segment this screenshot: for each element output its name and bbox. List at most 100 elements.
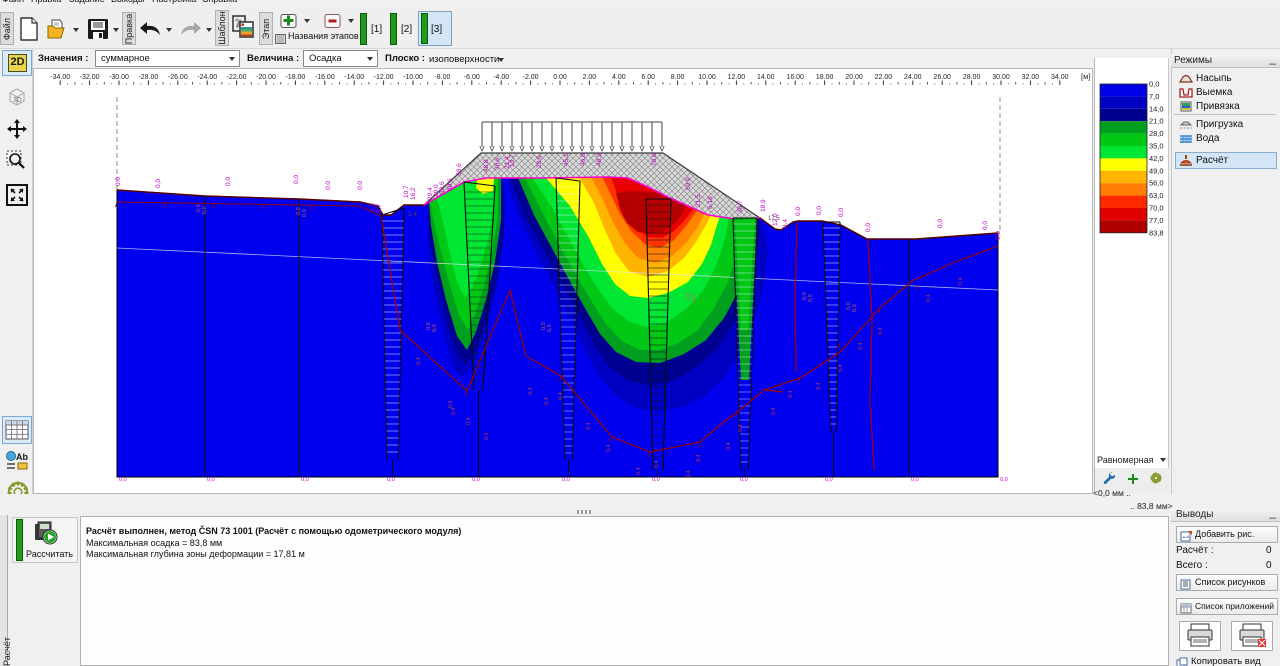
svg-text:4.00: 4.00 — [612, 74, 626, 81]
svg-text:-28.00: -28.00 — [138, 74, 158, 81]
svg-text:-4.00: -4.00 — [493, 74, 509, 81]
svg-text:38,7: 38,7 — [737, 200, 744, 213]
svg-text:14.00: 14.00 — [757, 74, 775, 81]
svg-text:-32.00: -32.00 — [80, 74, 100, 81]
svg-text:10.00: 10.00 — [698, 74, 716, 81]
svg-text:10,7: 10,7 — [403, 185, 410, 198]
svg-text:38,6: 38,6 — [447, 178, 454, 191]
svg-text:0,4: 0,4 — [466, 417, 472, 425]
svg-text:-24.00: -24.00 — [197, 74, 217, 81]
svg-text:0,0: 0,0 — [387, 477, 395, 483]
svg-text:0,0: 0,0 — [802, 292, 808, 300]
svg-text:39,6: 39,6 — [439, 181, 446, 194]
svg-text:-16.00: -16.00 — [315, 74, 335, 81]
svg-text:0,4: 0,4 — [528, 387, 534, 395]
svg-text:6,16: 6,16 — [707, 196, 714, 209]
svg-text:77,0: 77,0 — [1149, 216, 1164, 225]
svg-text:-14.00: -14.00 — [344, 74, 364, 81]
svg-text:0,0: 0,0 — [293, 175, 300, 184]
svg-text:8.00: 8.00 — [671, 74, 685, 81]
svg-text:63,0: 63,0 — [1149, 191, 1164, 200]
svg-text:24.00: 24.00 — [904, 74, 922, 81]
svg-text:0,0: 0,0 — [115, 177, 122, 186]
svg-text:48,8: 48,8 — [483, 159, 490, 172]
svg-text:7,0: 7,0 — [1149, 92, 1159, 101]
svg-text:0,0: 0,0 — [911, 477, 919, 483]
svg-text:0,4: 0,4 — [958, 277, 964, 285]
svg-text:34.00: 34.00 — [1051, 74, 1069, 81]
svg-text:0,0: 0,0 — [937, 219, 944, 228]
svg-text:0,0: 0,0 — [816, 206, 823, 215]
svg-text:-26.00: -26.00 — [168, 74, 188, 81]
svg-text:35,0: 35,0 — [1149, 142, 1164, 151]
svg-text:18,9: 18,9 — [760, 199, 767, 212]
svg-text:-12.00: -12.00 — [374, 74, 394, 81]
svg-text:21,5: 21,5 — [695, 194, 702, 207]
svg-text:69,9: 69,9 — [685, 177, 692, 190]
svg-text:36,6: 36,6 — [494, 157, 501, 170]
svg-text:0,0: 0,0 — [852, 304, 858, 312]
svg-text:0,0: 0,0 — [547, 324, 553, 332]
svg-text:12.00: 12.00 — [728, 74, 746, 81]
svg-text:-18.00: -18.00 — [285, 74, 305, 81]
svg-text:2.00: 2.00 — [583, 74, 597, 81]
svg-text:17,5: 17,5 — [768, 216, 780, 222]
svg-text:0,0: 0,0 — [196, 204, 202, 212]
svg-text:0,0: 0,0 — [225, 177, 232, 186]
svg-text:0,0: 0,0 — [325, 181, 332, 190]
svg-text:-6.00: -6.00 — [464, 74, 480, 81]
svg-text:0,4: 0,4 — [696, 454, 702, 462]
svg-text:0.00: 0.00 — [553, 74, 567, 81]
svg-text:0,0: 0,0 — [740, 477, 748, 483]
svg-text:0,0: 0,0 — [119, 477, 127, 483]
svg-text:0,4: 0,4 — [484, 432, 490, 440]
svg-text:0,4: 0,4 — [586, 422, 592, 430]
svg-text:16,2: 16,2 — [410, 187, 417, 200]
svg-text:16.00: 16.00 — [786, 74, 804, 81]
svg-text:30.00: 30.00 — [992, 74, 1010, 81]
svg-text:0,4: 0,4 — [726, 442, 732, 450]
svg-text:0,0: 0,0 — [982, 221, 989, 230]
svg-text:0,4: 0,4 — [636, 467, 642, 475]
svg-text:0,4: 0,4 — [451, 407, 457, 415]
svg-text:0,0: 0,0 — [432, 324, 438, 332]
svg-text:[м]: [м] — [1081, 72, 1090, 81]
svg-text:0,0: 0,0 — [302, 209, 308, 217]
svg-text:-8.00: -8.00 — [434, 74, 450, 81]
svg-text:0,0: 0,0 — [1149, 80, 1159, 89]
svg-text:0,0: 0,0 — [652, 477, 660, 483]
svg-text:0,4: 0,4 — [816, 382, 822, 390]
svg-text:29,4: 29,4 — [427, 187, 434, 200]
svg-text:56,0: 56,0 — [1149, 179, 1164, 188]
svg-text:0,4: 0,4 — [738, 424, 744, 432]
svg-text:0,0: 0,0 — [562, 477, 570, 483]
svg-text:22.00: 22.00 — [875, 74, 893, 81]
svg-text:0,4: 0,4 — [416, 357, 422, 365]
svg-text:0,0: 0,0 — [846, 302, 852, 310]
svg-text:83,8: 83,8 — [1149, 228, 1164, 237]
svg-text:9,4: 9,4 — [782, 219, 789, 228]
svg-text:45,1: 45,1 — [563, 153, 570, 166]
svg-text:3,2: 3,2 — [370, 203, 377, 212]
svg-text:0,0: 0,0 — [301, 477, 309, 483]
svg-text:0,0: 0,0 — [808, 294, 814, 302]
svg-text:0,0: 0,0 — [686, 292, 692, 300]
svg-text:0,0: 0,0 — [1000, 477, 1008, 483]
svg-text:0,0: 0,0 — [825, 477, 833, 483]
svg-text:70,0: 70,0 — [1149, 204, 1164, 213]
svg-text:0,0: 0,0 — [795, 207, 802, 216]
svg-text:0,0: 0,0 — [426, 322, 432, 330]
svg-text:0,4: 0,4 — [544, 397, 550, 405]
svg-text:78,8: 78,8 — [651, 153, 658, 166]
svg-text:0,4: 0,4 — [858, 342, 864, 350]
svg-text:38,6: 38,6 — [456, 163, 463, 176]
svg-text:0,0: 0,0 — [995, 231, 1002, 240]
svg-text:-22.00: -22.00 — [227, 74, 247, 81]
svg-text:26.00: 26.00 — [933, 74, 951, 81]
svg-text:0,0: 0,0 — [472, 477, 480, 483]
svg-text:0,4: 0,4 — [838, 364, 844, 372]
svg-text:-34.00: -34.00 — [50, 74, 70, 81]
svg-text:14,0: 14,0 — [1149, 104, 1164, 113]
svg-text:18.00: 18.00 — [816, 74, 834, 81]
svg-text:13,7: 13,7 — [509, 154, 516, 167]
